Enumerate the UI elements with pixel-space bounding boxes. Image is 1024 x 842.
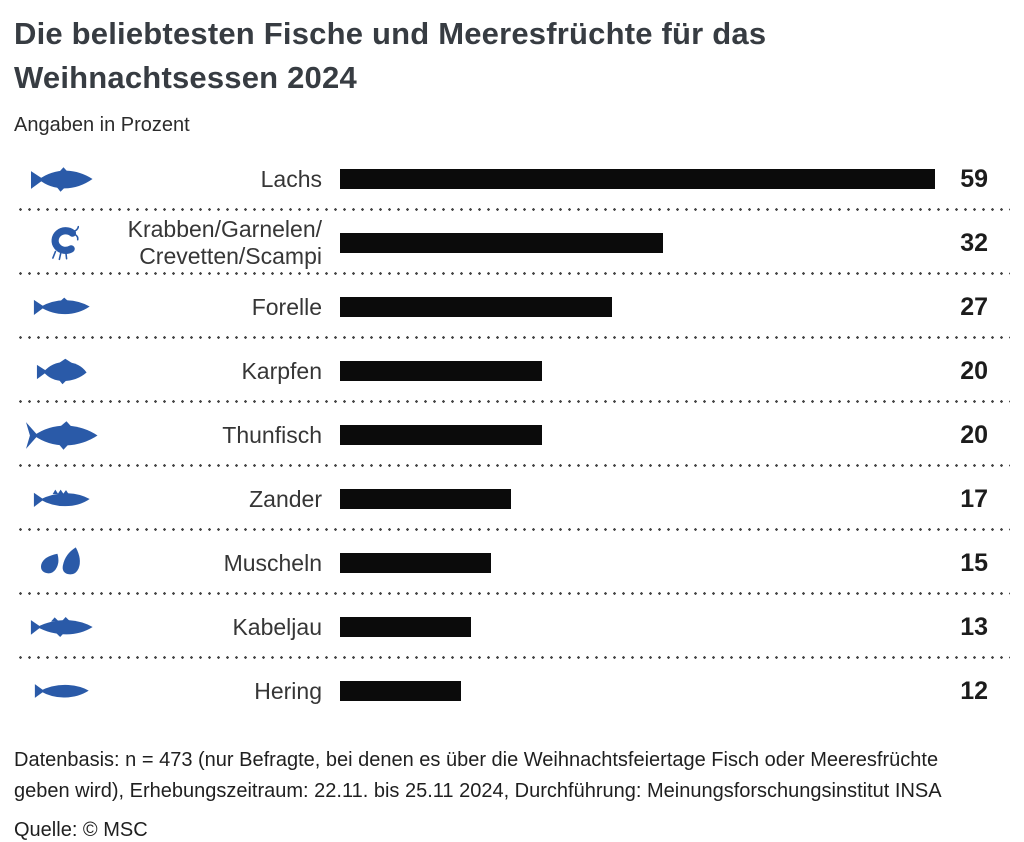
chart-row: Zander 17 — [14, 467, 1010, 531]
chart-row: Lachs 59 — [14, 147, 1010, 211]
value-label: 12 — [960, 676, 988, 705]
footer: Datenbasis: n = 473 (nur Befragte, bei d… — [14, 745, 1008, 842]
category-label: Krabben/Garnelen/ Crevetten/Scampi — [127, 216, 322, 269]
source-note: Quelle: © MSC — [14, 819, 148, 841]
salmon-icon — [14, 166, 110, 193]
pikeperch-icon — [14, 488, 110, 510]
bar — [340, 169, 935, 189]
chart-title: Die beliebtesten Fische und Meeresfrücht… — [14, 16, 767, 95]
chart-row: Hering 12 — [14, 659, 1008, 723]
category-label: Karpfen — [241, 357, 322, 384]
carp-icon — [14, 358, 110, 385]
category-label: Zander — [249, 485, 322, 512]
value-label: 20 — [960, 420, 988, 449]
bar — [340, 617, 471, 637]
value-label: 27 — [960, 292, 988, 321]
chart-row: Forelle 27 — [14, 275, 1010, 339]
bar — [340, 425, 542, 445]
value-label: 15 — [960, 548, 988, 577]
value-label: 17 — [960, 484, 988, 513]
mussels-icon — [14, 546, 110, 580]
trout-icon — [14, 296, 110, 318]
shrimp-icon — [14, 225, 110, 261]
category-label: Thunfisch — [222, 421, 322, 448]
bar — [340, 361, 542, 381]
category-label: Hering — [254, 677, 322, 704]
tuna-icon — [14, 420, 110, 451]
chart-row: Karpfen 20 — [14, 339, 1010, 403]
chart-subtitle: Angaben in Prozent — [14, 114, 190, 136]
herring-icon — [14, 681, 110, 701]
cod-icon — [14, 615, 110, 639]
category-label: Kabeljau — [232, 613, 322, 640]
data-basis-note: Datenbasis: n = 473 (nur Befragte, bei d… — [14, 749, 942, 802]
chart-row: Thunfisch 20 — [14, 403, 1010, 467]
bar — [340, 489, 511, 509]
category-label: Forelle — [251, 293, 322, 320]
chart-row: Muscheln 15 — [14, 531, 1010, 595]
bar — [340, 233, 663, 253]
value-label: 59 — [960, 164, 988, 193]
category-label: Lachs — [260, 165, 322, 192]
category-label: Muscheln — [223, 549, 322, 576]
bar — [340, 681, 461, 701]
bar — [340, 553, 491, 573]
value-label: 13 — [960, 612, 988, 641]
chart-row: Krabben/Garnelen/ Crevetten/Scampi 32 — [14, 211, 1010, 275]
value-label: 32 — [960, 228, 988, 257]
value-label: 20 — [960, 356, 988, 385]
bar — [340, 297, 612, 317]
bar-chart: Lachs 59 Krabben/Garnelen/ Crevetten/Sca… — [14, 147, 1010, 723]
chart-row: Kabeljau 13 — [14, 595, 1010, 659]
